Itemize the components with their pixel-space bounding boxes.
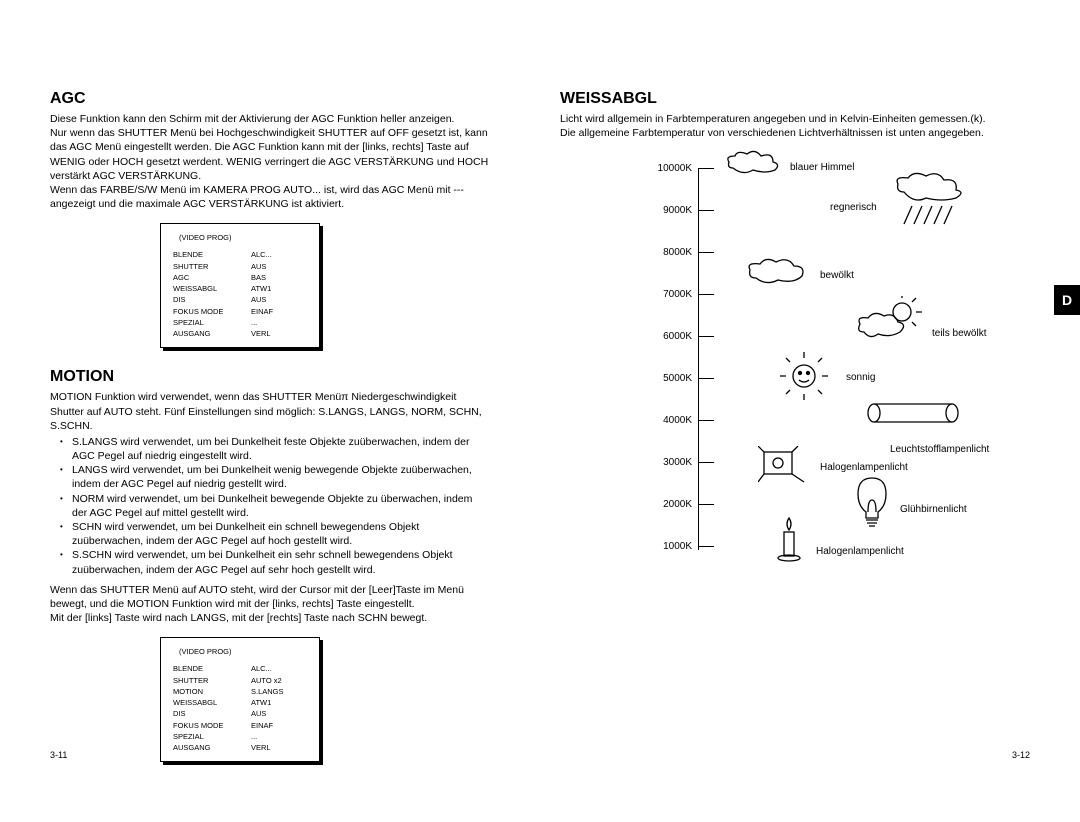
menu-row: SHUTTERAUS bbox=[173, 261, 309, 272]
label-rainy: regnerisch bbox=[830, 202, 877, 213]
label-halogen1: Halogenlampenlicht bbox=[820, 462, 908, 473]
page-number-right: 3-12 bbox=[1012, 750, 1030, 760]
motion-bullets: S.LANGS wird verwendet, um bei Dunkelhei… bbox=[50, 435, 490, 577]
menu-row: BLENDEALC... bbox=[173, 249, 309, 260]
motion-heading: MOTION bbox=[50, 368, 490, 386]
menu-row: FOKUS MODEEINAF bbox=[173, 306, 309, 317]
motion-bullet: S.LANGS wird verwendet, um bei Dunkelhei… bbox=[64, 435, 490, 463]
menu-row: SHUTTERAUTO x2 bbox=[173, 675, 309, 686]
label-fluorescent: Leuchtstofflampenlicht bbox=[890, 444, 989, 455]
label-blue-sky: blauer Himmel bbox=[790, 162, 854, 173]
menu-row: SPEZIAL... bbox=[173, 317, 309, 328]
weissabgl-heading: WEISSABGL bbox=[560, 90, 1020, 108]
label-halogen2: Halogenlampenlicht bbox=[816, 546, 904, 557]
menu1-title: (VIDEO PROG) bbox=[173, 232, 309, 243]
video-prog-menu-1: (VIDEO PROG) BLENDEALC...SHUTTERAUSAGCBA… bbox=[160, 223, 320, 348]
candle-icon bbox=[776, 516, 802, 562]
bulb-icon bbox=[852, 476, 892, 530]
label-sunny: sonnig bbox=[846, 372, 875, 383]
color-temp-chart: 10000K9000K8000K7000K6000K5000K4000K3000… bbox=[560, 164, 1020, 584]
weissabgl-text: Licht wird allgemein in Farbtemperaturen… bbox=[560, 112, 1020, 140]
menu-row: BLENDEALC... bbox=[173, 663, 309, 674]
cloud2-icon bbox=[746, 258, 808, 286]
video-prog-menu-2: (VIDEO PROG) BLENDEALC...SHUTTERAUTO x2M… bbox=[160, 637, 320, 762]
right-column: WEISSABGL Licht wird allgemein in Farbte… bbox=[560, 90, 1020, 782]
menu-row: DISAUS bbox=[173, 708, 309, 719]
menu-row: WEISSABGLATW1 bbox=[173, 697, 309, 708]
menu-row: FOKUS MODEEINAF bbox=[173, 720, 309, 731]
fluorescent-tube-icon bbox=[866, 402, 962, 424]
left-column: AGC Diese Funktion kann den Schirm mit d… bbox=[50, 90, 490, 782]
menu-row: DISAUS bbox=[173, 294, 309, 305]
agc-text: Diese Funktion kann den Schirm mit der A… bbox=[50, 112, 490, 211]
agc-heading: AGC bbox=[50, 90, 490, 108]
label-part-cloudy: teils bewölkt bbox=[932, 328, 986, 339]
label-bulb: Glühbirnenlicht bbox=[900, 504, 967, 515]
motion-outro: Wenn das SHUTTER Menü auf AUTO steht, wi… bbox=[50, 583, 490, 626]
motion-bullet: SCHN wird verwendet, um bei Dunkelheit e… bbox=[64, 520, 490, 548]
cloud-icon bbox=[725, 150, 783, 176]
menu-row: MOTIONS.LANGS bbox=[173, 686, 309, 697]
rain-cloud-icon bbox=[892, 172, 972, 232]
menu-row: AGCBAS bbox=[173, 272, 309, 283]
motion-bullet: LANGS wird verwendet, um bei Dunkelheit … bbox=[64, 463, 490, 491]
menu-row: AUSGANGVERL bbox=[173, 328, 309, 339]
motion-bullet: NORM wird verwendet, um bei Dunkelheit b… bbox=[64, 492, 490, 520]
motion-bullet: S.SCHN wird verwendet, um bei Dunkelheit… bbox=[64, 548, 490, 576]
menu2-title: (VIDEO PROG) bbox=[173, 646, 309, 657]
menu-row: WEISSABGLATW1 bbox=[173, 283, 309, 294]
motion-intro: MOTION Funktion wird verwendet, wenn das… bbox=[50, 390, 490, 433]
menu-row: AUSGANGVERL bbox=[173, 742, 309, 753]
section-tab: D bbox=[1054, 285, 1080, 315]
label-cloudy: bewölkt bbox=[820, 270, 854, 281]
sun-icon bbox=[776, 352, 832, 400]
menu-row: SPEZIAL... bbox=[173, 731, 309, 742]
sun-cloud-icon bbox=[856, 296, 926, 344]
projector-icon bbox=[758, 446, 806, 486]
page-number-left: 3-11 bbox=[50, 750, 67, 760]
